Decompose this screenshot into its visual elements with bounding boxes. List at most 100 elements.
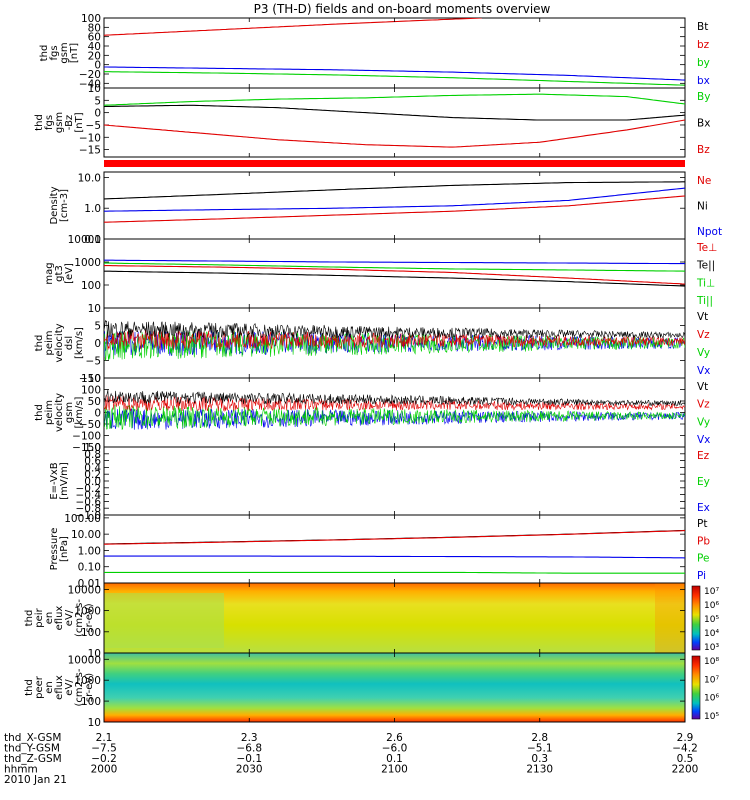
y-axis-label: [mV/m] [59, 462, 70, 500]
y-tick-label: 10 [88, 717, 101, 729]
y-axis-label: E=-VxB [49, 462, 60, 499]
x-axis-tick-value: −7.5 [91, 743, 117, 755]
y-tick-label: 0 [94, 108, 101, 120]
series-line-Pb [104, 530, 685, 545]
y-axis-label: -Bz [64, 115, 75, 130]
series-line-Ni [104, 181, 685, 200]
panel-density: 10.0 1.0 0.1 Density [cm-3] Ne Ni Npot [49, 171, 722, 246]
panel-peir-spec: 10⁷ 10⁶ 10⁵ 10⁴ 10³ 10000 1000 100 10 thd peir en ef… [24, 582, 719, 660]
y-axis-label: velocity [54, 393, 65, 432]
y-tick-label: 0.1 [84, 234, 101, 246]
series-layer [104, 93, 685, 148]
y-tick-label: 100 [81, 627, 101, 639]
y-tick-label: 0 [94, 408, 101, 420]
x-axis-tick-value: −0.1 [237, 753, 263, 765]
x-axis-tick-value: 2100 [381, 764, 408, 776]
x-axis-date: 2010 Jan 21 [4, 774, 67, 786]
y-axis-label: thd [34, 114, 45, 131]
x-axis-tick-value: −6.8 [237, 743, 263, 755]
y-tick-label: 1.00 [78, 545, 101, 557]
x-axis-tick-value: 2.8 [531, 732, 548, 744]
y-axis-label: gsm [54, 112, 65, 133]
legend-entry: Pe [697, 553, 709, 565]
y-axis-label: thd [34, 335, 45, 352]
x-axis-tick-value: 2000 [91, 764, 118, 776]
y-tick-label: 1.0 [84, 442, 101, 454]
legend-entry: Pi [697, 570, 706, 582]
legend-entry: bz [697, 39, 710, 51]
y-tick-label: 10 [88, 303, 101, 315]
x-axis-row-label: thd_Z-GSM [4, 753, 62, 765]
colorbar-tick-label: 10⁸ [704, 657, 719, 667]
x-axis-labels: thd_X-GSM 2.1 2.3 2.6 2.8 2.9 thd_Y-GSM −7.5 −6.… [4, 732, 698, 786]
y-axis-label: en [44, 681, 55, 694]
y-tick-label: −10 [79, 132, 101, 144]
legend-entry: Ne [697, 175, 711, 187]
legend-entry: Ez [697, 450, 710, 462]
colorbar [691, 655, 701, 720]
series-line-Vy [104, 404, 685, 431]
series-line-Vt [104, 389, 685, 407]
x-axis-tick-value: 2130 [526, 764, 553, 776]
colorbar-tick-label: 10⁵ [704, 615, 719, 625]
legend-entry: Pt [697, 518, 707, 530]
y-axis-label: thd [34, 404, 45, 421]
y-tick-label: 10 [88, 83, 101, 95]
legend-entry: Pb [697, 535, 710, 547]
series-layer [104, 319, 685, 361]
x-axis-tick-value: 0.5 [677, 753, 694, 765]
x-axis-row-label: thd_X-GSM [4, 732, 61, 744]
series-line-Ne [104, 195, 685, 223]
colorbar-tick-label: 10⁵ [704, 712, 719, 722]
series-layer [104, 18, 685, 86]
colorbar [691, 585, 701, 651]
legend-entry: Vy [697, 416, 710, 428]
y-axis-label: peer [34, 675, 45, 699]
y-tick-label: −0.2 [76, 483, 102, 495]
y-tick-label: 10 [88, 648, 101, 660]
panel-pressure: 100.00 10.00 1.00 0.10 0.01 Pressure [nPa] Pt Pb… [49, 513, 710, 590]
colorbar-tick-label: 10³ [704, 643, 719, 653]
colorbar-tick-label: 10⁶ [704, 601, 719, 611]
series-line-Te|| [104, 270, 685, 287]
y-axis-label: (cm2-s- [74, 668, 85, 706]
y-tick-label: −100 [72, 431, 101, 443]
legend-entry: Te⊥ [696, 242, 717, 254]
y-axis-label: mag [44, 262, 55, 284]
y-axis-label: [eV] [64, 263, 75, 284]
y-tick-label: 100 [81, 696, 101, 708]
y-tick-label: 100 [81, 13, 101, 25]
series-line-by [104, 71, 685, 86]
series-line-Bx [104, 104, 685, 121]
panel-frame [103, 238, 686, 309]
y-tick-label: −10 [79, 373, 101, 385]
y-axis-label: Pressure [49, 528, 60, 571]
x-axis-tick-value: 0.1 [386, 753, 403, 765]
quality-flag-bar [104, 160, 685, 167]
y-tick-label: 100 [81, 385, 101, 397]
y-axis-label: sr-eV) [84, 603, 95, 632]
series-line-Pe [104, 571, 685, 574]
y-tick-label: 0.2 [84, 469, 101, 481]
y-axis-label: [cm-3] [59, 189, 70, 222]
y-axis-label: thd [24, 610, 35, 627]
series-line-Pt [104, 529, 685, 545]
y-tick-label: 50 [88, 396, 101, 408]
y-tick-label: −0.6 [76, 496, 102, 508]
series-line-Npot [104, 259, 685, 265]
legend-entry: Ti⊥ [696, 277, 715, 289]
y-tick-label: 100.00 [64, 513, 101, 525]
colorbar-tick-label: 10⁷ [704, 587, 719, 597]
y-tick-label: 1000 [74, 606, 101, 618]
legend-entry: Vt [697, 311, 708, 323]
y-axis-label: gt3 [54, 265, 65, 282]
x-axis-tick-value: −6.0 [382, 743, 408, 755]
legend-entry: Vt [697, 381, 708, 393]
y-tick-label: −5 [86, 356, 101, 368]
y-axis-label: eflux [54, 606, 65, 631]
x-axis-row-label: thd_Y-GSM [4, 743, 60, 755]
